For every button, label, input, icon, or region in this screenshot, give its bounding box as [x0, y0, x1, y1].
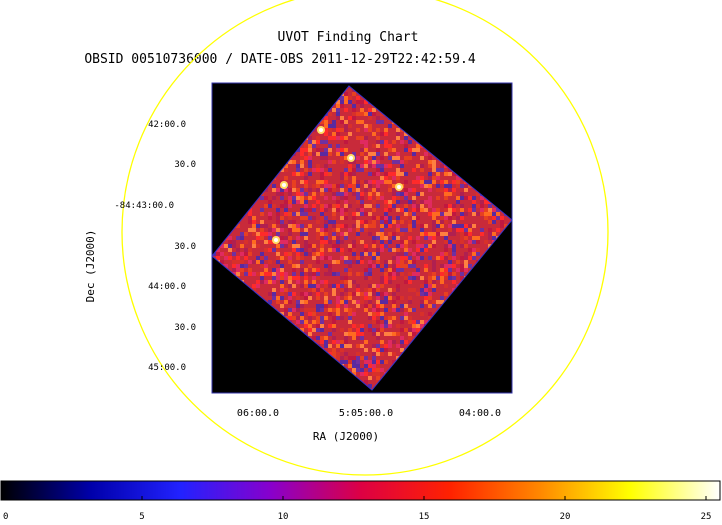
y-tick-label: 30.0: [174, 160, 196, 170]
x-tick-label: 04:00.0: [459, 408, 501, 419]
x-tick-label: 06:00.0: [237, 408, 279, 419]
y-axis-label: Dec (J2000): [84, 230, 97, 303]
y-tick-label: 45:00.0: [148, 363, 186, 373]
colorbar-tick-label: 25: [701, 512, 712, 521]
colorbar-tick-label: 5: [139, 512, 144, 521]
colorbar-tick-label: 20: [560, 512, 571, 521]
x-axis-label: RA (J2000): [313, 430, 379, 443]
y-tick-label: 30.0: [174, 242, 196, 252]
y-tick-label: 30.0: [174, 323, 196, 333]
chart-title: UVOT Finding Chart: [278, 30, 419, 45]
y-tick-label: -84:43:00.0: [114, 201, 174, 211]
colorbar-ticks: 0 5 10 15 20 25: [0, 496, 712, 522]
colorbar-tick-label: 15: [419, 512, 430, 521]
field-of-view-circle: [121, 0, 609, 476]
colorbar: [0, 480, 721, 501]
colorbar-tick-label: 0: [3, 512, 8, 521]
x-tick-label: 5:05:00.0: [339, 408, 393, 419]
y-tick-label: 44:00.0: [148, 282, 186, 292]
y-tick-label: 42:00.0: [148, 120, 186, 130]
chart-subtitle: OBSID 00510736000 / DATE-OBS 2011-12-29T…: [84, 52, 476, 67]
colorbar-tick-label: 10: [278, 512, 289, 521]
exposure-edge: [211, 85, 513, 391]
